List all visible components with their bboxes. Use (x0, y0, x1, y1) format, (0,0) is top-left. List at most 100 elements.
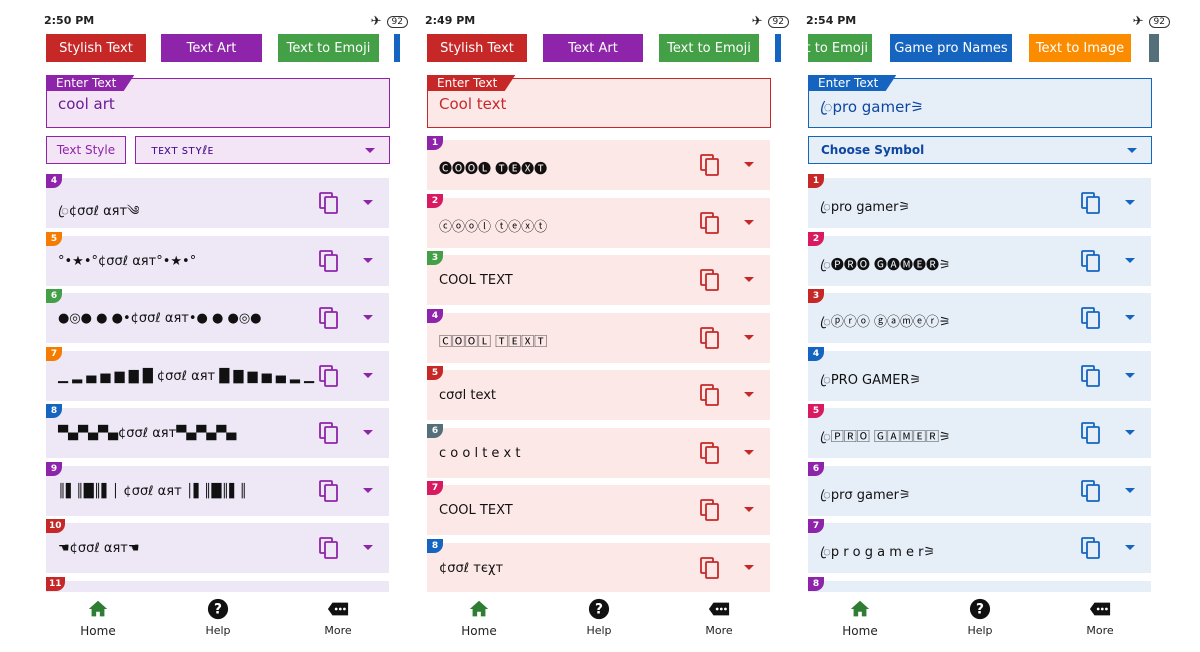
chevron-down-icon[interactable] (1125, 200, 1135, 205)
list-item[interactable]: 7 COOL TEXT (427, 481, 770, 535)
list-item[interactable]: 2ꦿ🅟🅡🅞 🅖🅐🅜🅔🅡⚞ (808, 231, 1151, 286)
list-item[interactable]: 8 ¢σσℓ тєχт (427, 538, 770, 593)
tab-stylish-text[interactable]: Stylish Text (427, 34, 527, 62)
list-item[interactable]: 8 ▀▄▀▄▀▄¢σσℓ αят▀▄▀▄▀▄ (46, 404, 389, 458)
chevron-down-icon[interactable] (363, 372, 373, 378)
enter-text-field[interactable]: Enter Text ꦿpro gamer⚞ (808, 75, 1152, 128)
nav-home[interactable]: Home (439, 598, 519, 638)
tab-text-to-image[interactable]: Text to Image (1029, 34, 1131, 62)
nav-help[interactable]: ? Help (178, 598, 258, 637)
chevron-down-icon[interactable] (744, 392, 754, 397)
list-item[interactable]: 4 🄲🄾🄾🄻 🅃🄴🅇🅃 (427, 308, 770, 363)
tab-text-to-emoji[interactable]: Text to Emoji (659, 34, 759, 62)
copy-icon[interactable] (700, 269, 720, 291)
nav-more[interactable]: More (679, 598, 759, 637)
chevron-down-icon[interactable] (363, 430, 373, 435)
chevron-down-icon[interactable] (363, 315, 373, 320)
list-item[interactable]: 6 c o o l t e x t (427, 423, 770, 478)
text-style-dropdown[interactable]: ᴛᴇхᴛ ѕᴛʏℓᴇ (135, 136, 390, 164)
copy-icon[interactable] (1081, 307, 1101, 329)
copy-icon[interactable] (700, 326, 720, 349)
tab-text-to-emoji[interactable]: Text to Emoji (278, 34, 379, 62)
list-item[interactable]: 3 COOL TEXT (427, 251, 770, 305)
list-item[interactable]: 9 ║▌║█║▌│ ¢σσℓ αят │▌║█║▌║ (46, 461, 389, 516)
copy-icon[interactable] (319, 307, 339, 329)
copy-icon[interactable] (700, 211, 720, 234)
chevron-down-icon[interactable] (744, 334, 754, 340)
styled-text: ꦿprσ gamer⚞ (820, 487, 911, 503)
enter-text-value[interactable]: cool art (58, 95, 115, 113)
list-item[interactable]: 1ꦿpro gamer⚞ (808, 174, 1151, 228)
copy-icon[interactable] (1081, 249, 1101, 272)
enter-text-field[interactable]: Enter Text Cool text (427, 75, 771, 128)
tab-text-art[interactable]: Text Art (543, 34, 643, 62)
nav-help[interactable]: ? Help (559, 598, 639, 637)
copy-icon[interactable] (319, 249, 339, 272)
copy-icon[interactable] (1081, 192, 1101, 214)
chevron-down-icon[interactable] (744, 564, 754, 570)
copy-icon[interactable] (319, 422, 339, 444)
list-item[interactable]: 5 cσσl text (427, 366, 770, 420)
tab-stylish-text[interactable]: Stylish Text (46, 34, 146, 62)
chevron-down-icon[interactable] (744, 449, 754, 455)
chevron-down-icon[interactable] (363, 545, 373, 550)
status-bar: 2:54 PM ✈ 92 (806, 14, 1170, 30)
copy-icon[interactable] (1081, 479, 1101, 502)
chevron-down-icon[interactable] (744, 507, 754, 512)
chevron-down-icon[interactable] (1125, 372, 1135, 378)
tab-bar: Stylish Text Text Art Text to Emoji (36, 34, 416, 62)
tab-text-to-emoji[interactable]: xt to Emoji (808, 34, 872, 62)
copy-icon[interactable] (319, 479, 339, 502)
tab-text-art[interactable]: Text Art (161, 34, 262, 62)
chevron-down-icon[interactable] (1125, 257, 1135, 263)
copy-icon[interactable] (319, 192, 339, 214)
chevron-down-icon[interactable] (363, 200, 373, 205)
list-item[interactable]: 10 ☚¢σσℓ αят☚ (46, 519, 389, 573)
copy-icon[interactable] (700, 441, 720, 464)
nav-help[interactable]: ? Help (940, 598, 1020, 637)
tab-next-partial[interactable] (775, 34, 781, 62)
chevron-down-icon[interactable] (1125, 487, 1135, 493)
enter-text-value[interactable]: Cool text (439, 95, 507, 113)
list-item[interactable]: 6 ●◎● ● ●•¢σσℓ αят•● ● ●◎● (46, 289, 389, 343)
list-item[interactable]: 1 🅒🅞🅞🅛 🅣🅔🅧🅣 (427, 136, 770, 190)
enter-text-field[interactable]: Enter Text cool art (46, 75, 390, 128)
chevron-down-icon[interactable] (744, 162, 754, 167)
list-item[interactable]: 7 ▁ ▂ ▄ ▅ ▆ ▇ █ ¢σσℓ αят █ ▇ ▆ ▅ ▄ ▂ ▁ (46, 346, 389, 401)
nav-more[interactable]: More (1060, 598, 1140, 637)
nav-more[interactable]: More (298, 598, 378, 637)
enter-text-value[interactable]: ꦿpro gamer⚞ (820, 98, 924, 116)
copy-icon[interactable] (700, 499, 720, 521)
chevron-down-icon[interactable] (744, 277, 754, 282)
list-item[interactable]: 6ꦿprσ gamer⚞ (808, 461, 1151, 516)
chevron-down-icon[interactable] (1125, 545, 1135, 550)
chevron-down-icon[interactable] (744, 219, 754, 225)
list-item[interactable]: 3ꦿⓟⓡⓞ ⓖⓐⓜⓔⓡ⚞ (808, 289, 1151, 343)
copy-icon[interactable] (700, 154, 720, 176)
chevron-down-icon[interactable] (363, 257, 373, 263)
tab-next-partial[interactable] (394, 34, 400, 62)
chevron-down-icon[interactable] (363, 487, 373, 493)
list-item[interactable]: 2 ⓒⓞⓞⓛ ⓣⓔⓧⓣ (427, 193, 770, 248)
chevron-down-icon[interactable] (1125, 430, 1135, 435)
list-item[interactable]: 5ꦿ🄿🅁🄾 🄶🄰🄼🄴🅁⚞ (808, 404, 1151, 458)
copy-icon[interactable] (1081, 364, 1101, 387)
copy-icon[interactable] (700, 384, 720, 406)
nav-home[interactable]: Home (820, 598, 900, 638)
list-item[interactable]: 5 °•★•°¢σσℓ αят°•★•° (46, 231, 389, 286)
tab-next-partial[interactable] (1149, 34, 1159, 62)
list-item[interactable]: 7ꦿp r o g a m e r⚞ (808, 519, 1151, 573)
nav-home[interactable]: Home (58, 598, 138, 638)
copy-icon[interactable] (700, 556, 720, 579)
copy-icon[interactable] (1081, 422, 1101, 444)
list-item[interactable]: 4ꦿ¢σσℓ αят༄ (46, 174, 389, 228)
copy-icon[interactable] (319, 537, 339, 559)
list-item[interactable]: 4ꦿPRO GAMER⚞ (808, 346, 1151, 401)
choose-symbol-dropdown[interactable]: Choose Symbol (808, 136, 1152, 164)
text-style-label: Text Style (46, 136, 126, 164)
copy-icon[interactable] (1081, 537, 1101, 559)
row-number-badge: 2 (427, 193, 443, 208)
tab-game-pro-names[interactable]: Game pro Names (890, 34, 1012, 62)
copy-icon[interactable] (319, 364, 339, 387)
chevron-down-icon[interactable] (1125, 315, 1135, 320)
